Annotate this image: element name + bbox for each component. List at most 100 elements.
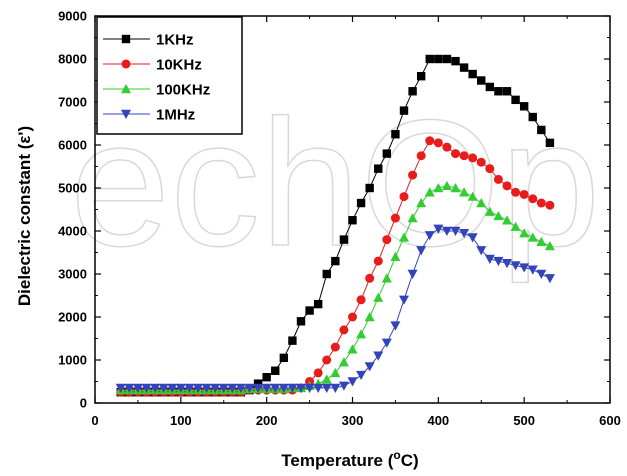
data-point-10khz (545, 200, 555, 210)
data-point-10khz (356, 295, 366, 305)
data-point-1mhz (416, 246, 427, 256)
data-point-100khz (536, 236, 547, 246)
data-point-1khz (434, 54, 443, 64)
data-point-1khz (451, 56, 460, 66)
x-tick-label: 100 (170, 413, 192, 428)
data-point-1mhz (261, 383, 272, 393)
data-point-10khz (536, 198, 546, 208)
data-point-10khz (511, 187, 521, 197)
data-point-1mhz (338, 381, 349, 391)
data-point-1mhz (270, 383, 281, 393)
data-point-1mhz (364, 362, 375, 372)
data-point-1mhz (321, 383, 332, 393)
data-point-1khz (253, 379, 263, 388)
data-point-10khz (382, 235, 392, 245)
y-tick-label: 2000 (58, 310, 87, 325)
data-point-1mhz (373, 351, 384, 361)
data-point-1mhz (253, 383, 264, 393)
data-point-100khz (424, 187, 435, 197)
data-point-1mhz (132, 383, 143, 393)
data-point-1mhz (175, 383, 186, 393)
y-tick-label: 1000 (58, 353, 87, 368)
data-point-100khz (459, 187, 470, 197)
data-point-1mhz (493, 256, 504, 267)
series-layer (115, 54, 555, 397)
data-point-1khz (296, 317, 306, 326)
data-point-1mhz (141, 383, 152, 393)
data-point-100khz (321, 374, 332, 384)
data-point-100khz (338, 357, 349, 367)
y-tick-label: 7000 (58, 95, 87, 110)
x-tick-label: 400 (427, 413, 449, 428)
data-point-1khz (288, 336, 297, 345)
data-point-10khz (451, 149, 460, 159)
legend-marker-1mhz (121, 109, 131, 119)
data-point-10khz (373, 256, 383, 266)
data-point-1mhz (287, 383, 298, 393)
data-point-1khz (391, 130, 400, 139)
data-point-1khz (365, 183, 374, 193)
data-point-100khz (484, 206, 495, 216)
data-point-100khz (519, 228, 530, 238)
data-point-1khz (519, 102, 529, 111)
axis-ticks: 0 100 200 300 400 500 600010002000300040005000… (58, 9, 621, 429)
data-point-1khz (459, 63, 469, 72)
data-point-1mhz (244, 383, 255, 393)
data-point-1khz (348, 216, 357, 225)
data-point-10khz (425, 136, 435, 146)
data-point-100khz (390, 251, 401, 261)
data-point-1mhz (450, 226, 461, 236)
data-point-10khz (468, 153, 478, 163)
data-point-1khz (399, 106, 409, 115)
data-point-1khz (502, 87, 512, 96)
data-point-10khz (339, 325, 349, 335)
x-tick-label: 600 (599, 413, 621, 428)
data-point-1mhz (150, 383, 161, 393)
data-point-1mhz (304, 383, 315, 393)
data-point-1mhz (433, 224, 444, 234)
data-point-100khz (399, 232, 409, 242)
data-point-100khz (450, 183, 461, 193)
data-point-100khz (416, 198, 427, 208)
data-point-10khz (390, 213, 400, 223)
legend-marker-1khz (121, 34, 131, 44)
data-point-1mhz (441, 226, 452, 236)
data-point-1mhz (510, 261, 521, 271)
data-point-1mhz (158, 383, 169, 393)
data-point-10khz (519, 189, 529, 199)
data-point-1mhz (536, 269, 547, 279)
data-point-1khz (262, 373, 271, 382)
data-point-100khz (527, 232, 538, 242)
data-point-10khz (322, 355, 332, 365)
data-point-1mhz (484, 254, 495, 264)
data-point-1khz (416, 72, 426, 81)
data-point-1mhz (399, 295, 409, 305)
data-point-1khz (331, 256, 340, 266)
data-point-10khz (476, 157, 486, 167)
data-point-1mhz (278, 383, 289, 393)
data-point-10khz (442, 142, 452, 152)
data-point-1mhz (476, 246, 487, 256)
data-point-1mhz (459, 228, 470, 239)
data-point-1mhz (381, 338, 392, 348)
x-axis-title-superscript: o (393, 448, 400, 462)
data-point-10khz (348, 312, 357, 322)
data-point-1mhz (167, 383, 178, 393)
x-tick-label: 300 (342, 413, 364, 428)
data-point-10khz (528, 194, 538, 204)
data-point-10khz (459, 151, 469, 161)
legend-box (96, 16, 243, 135)
data-point-1khz (528, 112, 537, 122)
data-point-10khz (330, 342, 340, 352)
data-point-1khz (382, 149, 392, 158)
data-point-1mhz (115, 383, 126, 393)
legend-label-100khz: 100KHz (156, 82, 210, 99)
data-point-1khz (485, 82, 495, 92)
data-point-1mhz (124, 383, 135, 393)
data-point-10khz (365, 273, 375, 283)
x-tick-label: 0 (91, 413, 98, 428)
x-axis-title: Temperature (oC) (281, 448, 418, 470)
data-point-1khz (511, 95, 520, 105)
data-point-1khz (468, 69, 477, 79)
